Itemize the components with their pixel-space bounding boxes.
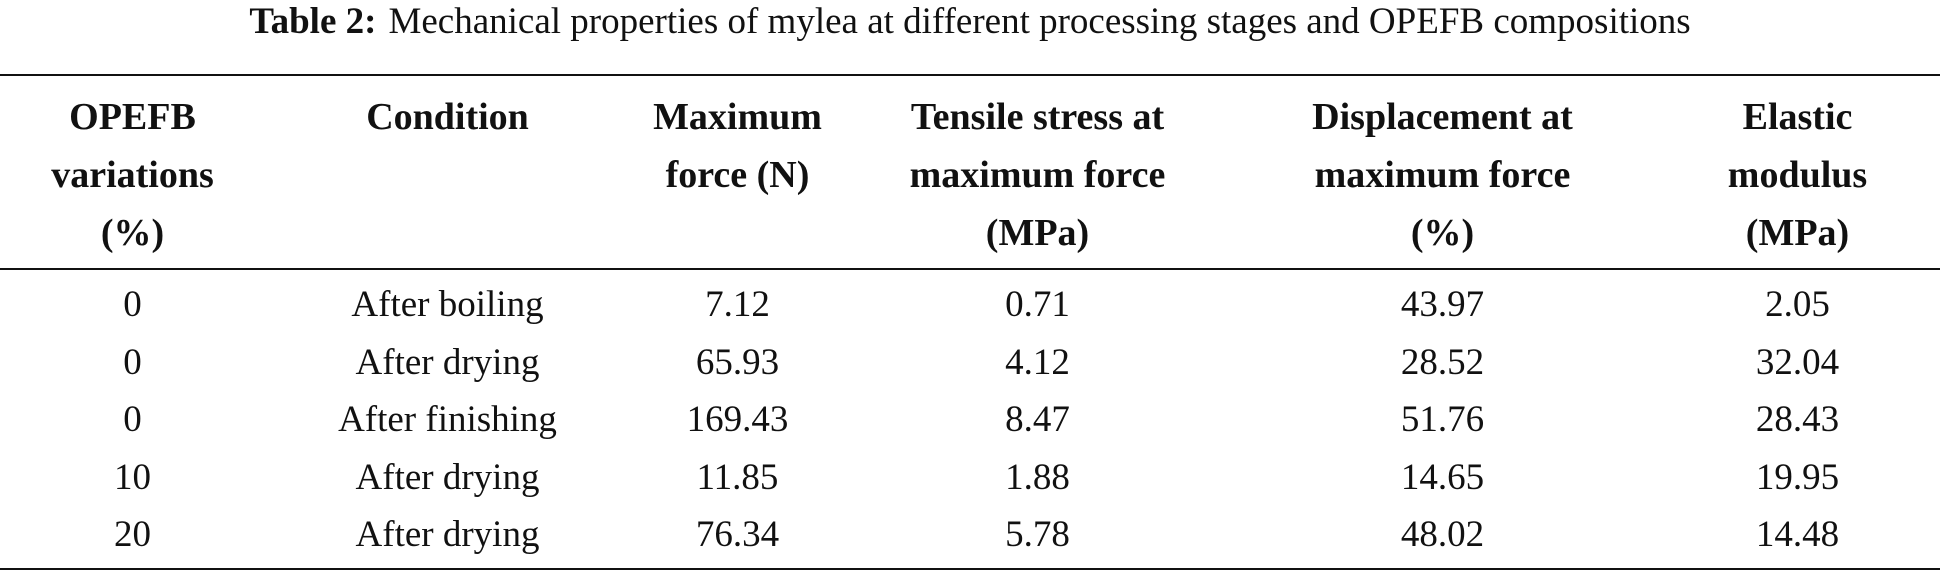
cell-displacement: 48.02 [1400,514,1485,556]
cell-condition: After drying [355,456,540,498]
cell-maximum-force: 76.34 [695,514,780,556]
table-caption-text: Mechanical properties of mylea at differ… [388,1,1691,42]
cell-maximum-force: 11.85 [696,456,779,498]
table-body: 0 After boiling 7.12 0.71 43.97 2.05 0 A… [0,269,1940,569]
cell-tensile-stress: 1.88 [1005,456,1070,498]
cell-opefb: 0 [123,341,142,383]
table-header: OPEFB variations (%) Condition Maximum f… [0,75,1940,269]
table-row: 20 After drying 76.34 5.78 48.02 14.48 [0,506,1940,569]
column-header-displacement: Displacement at maximum force (%) [1312,96,1573,254]
cell-opefb: 0 [123,284,142,325]
cell-condition: After drying [355,514,540,556]
cell-condition: After boiling [351,284,544,325]
cell-tensile-stress: 5.78 [1005,514,1070,556]
table-caption: Table 2: Mechanical properties of mylea a… [0,0,1940,44]
mechanical-properties-table: OPEFB variations (%) Condition Maximum f… [0,74,1940,570]
column-header-maximum-force: Maximum force (N) [653,96,822,196]
cell-displacement: 28.52 [1400,341,1485,383]
column-header-opefb: OPEFB variations (%) [51,96,214,254]
cell-maximum-force: 7.12 [705,284,770,325]
cell-tensile-stress: 4.12 [1005,341,1070,383]
cell-displacement: 14.65 [1400,456,1485,498]
cell-condition: After finishing [338,399,557,441]
column-header-elastic-modulus: Elastic modulus (MPa) [1727,96,1868,254]
cell-elastic-modulus: 32.04 [1755,341,1840,383]
table-row: 0 After drying 65.93 4.12 28.52 32.04 [0,334,1940,392]
column-header-tensile-stress: Tensile stress at maximum force (MPa) [909,96,1166,254]
table-row: 0 After boiling 7.12 0.71 43.97 2.05 [0,269,1940,334]
cell-elastic-modulus: 2.05 [1765,284,1830,325]
cell-maximum-force: 169.43 [686,399,789,441]
cell-elastic-modulus: 19.95 [1755,456,1840,498]
cell-opefb: 10 [114,456,151,498]
cell-displacement: 43.97 [1400,284,1485,325]
cell-displacement: 51.76 [1400,399,1485,441]
column-header-condition: Condition [366,96,529,138]
table-caption-label: Table 2: [249,1,377,42]
cell-tensile-stress: 8.47 [1005,399,1070,441]
cell-elastic-modulus: 28.43 [1755,399,1840,441]
table-row: 0 After finishing 169.43 8.47 51.76 28.4… [0,391,1940,449]
cell-opefb: 20 [114,514,151,556]
cell-maximum-force: 65.93 [695,341,780,383]
table-row: 10 After drying 11.85 1.88 14.65 19.95 [0,449,1940,507]
table-header-row: OPEFB variations (%) Condition Maximum f… [0,75,1940,269]
cell-tensile-stress: 0.71 [1005,284,1070,325]
cell-elastic-modulus: 14.48 [1755,514,1840,556]
cell-condition: After drying [355,341,540,383]
cell-opefb: 0 [123,399,142,441]
